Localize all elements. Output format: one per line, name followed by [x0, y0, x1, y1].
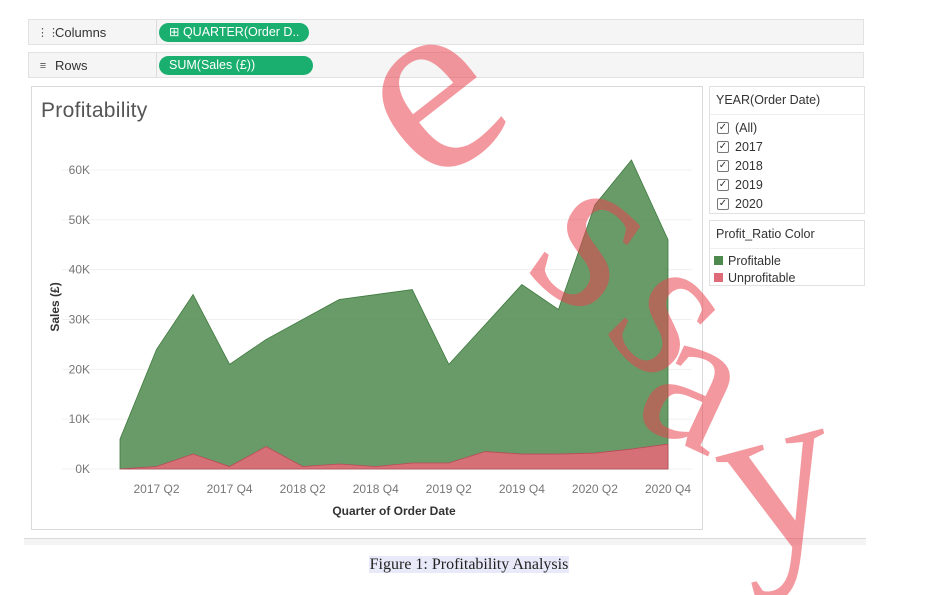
y-tick-label: 60K [69, 163, 90, 177]
x-tick-label: 2019 Q2 [426, 482, 472, 496]
data-point-unprofitable[interactable] [155, 465, 158, 468]
legend-item-profitable[interactable]: Profitable [710, 252, 864, 269]
rows-shelf[interactable]: ≡ Rows SUM(Sales (£)) [28, 52, 864, 78]
data-point-profitable[interactable] [630, 158, 633, 161]
x-tick-label: 2019 Q4 [499, 482, 545, 496]
data-point-unprofitable[interactable] [228, 465, 231, 468]
legend-title: Profit_Ratio Color [710, 221, 864, 249]
chart-view[interactable]: Profitability 0K 10K 20K 30K 40K 50K 60K 2017 Q… [31, 86, 703, 530]
figure-caption: Figure 1: Profitability Analysis [368, 556, 570, 573]
legend-list: Profitable Unprofitable [710, 249, 864, 286]
data-point-profitable[interactable] [667, 238, 670, 241]
data-point-unprofitable[interactable] [374, 465, 377, 468]
legend-swatch [714, 273, 723, 282]
sum-sales-pill[interactable]: SUM(Sales (£)) [159, 56, 313, 75]
data-point-profitable[interactable] [484, 323, 487, 326]
y-tick-label: 0K [75, 462, 90, 476]
x-tick-label: 2018 Q4 [353, 482, 399, 496]
filter-item-2018[interactable]: ✓ 2018 [710, 156, 864, 175]
area-unprofitable[interactable] [119, 443, 669, 470]
legend-swatch [714, 256, 723, 265]
filter-title: YEAR(Order Date) [710, 87, 864, 115]
checkbox-icon[interactable]: ✓ [717, 197, 729, 210]
x-tick-label: 2017 Q2 [134, 482, 180, 496]
area-profitable[interactable] [119, 159, 669, 470]
data-point-profitable[interactable] [119, 438, 122, 441]
data-point-profitable[interactable] [374, 293, 377, 296]
columns-shelf[interactable]: ⋮⋮ Columns ⊞ QUARTER(Order D.. [28, 19, 864, 45]
data-point-profitable[interactable] [411, 288, 414, 291]
x-tick-label: 2020 Q4 [645, 482, 691, 496]
data-point-unprofitable[interactable] [192, 453, 195, 456]
checkbox-icon[interactable]: ✓ [717, 178, 729, 191]
status-bar [24, 538, 866, 545]
filter-item-label: 2019 [735, 177, 763, 192]
data-point-unprofitable[interactable] [301, 465, 304, 468]
data-point-profitable[interactable] [520, 283, 523, 286]
columns-icon: ⋮⋮ [37, 27, 59, 39]
checkbox-icon[interactable]: ✓ [717, 159, 729, 172]
x-tick-label: 2018 Q2 [280, 482, 326, 496]
area-chart[interactable]: 0K 10K 20K 30K 40K 50K 60K 2017 Q2 2017 Q4 2018 Q… [32, 87, 702, 529]
x-tick-label: 2017 Q4 [207, 482, 253, 496]
columns-shelf-label: ⋮⋮ Columns [37, 25, 107, 40]
legend-item-label: Unprofitable [728, 270, 796, 285]
data-point-profitable[interactable] [155, 348, 158, 351]
rows-shelf-label: ≡ Rows [37, 58, 88, 73]
data-point-profitable[interactable] [338, 298, 341, 301]
data-point-unprofitable[interactable] [593, 452, 596, 455]
data-point-profitable[interactable] [593, 203, 596, 206]
y-tick-label: 50K [69, 213, 90, 227]
data-point-unprofitable[interactable] [447, 462, 450, 465]
quarter-order-date-pill[interactable]: ⊞ QUARTER(Order D.. [159, 23, 310, 42]
filter-item-all[interactable]: ✓ (All) [710, 118, 864, 137]
data-point-unprofitable[interactable] [484, 450, 487, 453]
checkbox-icon[interactable]: ✓ [717, 140, 729, 153]
x-axis-title: Quarter of Order Date [332, 504, 456, 518]
data-point-unprofitable[interactable] [338, 463, 341, 466]
filter-item-label: 2018 [735, 158, 763, 173]
data-point-profitable[interactable] [228, 363, 231, 366]
filter-item-2017[interactable]: ✓ 2017 [710, 137, 864, 156]
x-tick-label: 2020 Q2 [572, 482, 618, 496]
filter-item-label: 2020 [735, 196, 763, 211]
data-point-unprofitable[interactable] [411, 462, 414, 465]
data-point-unprofitable[interactable] [119, 468, 122, 471]
rows-icon: ≡ [39, 59, 47, 72]
y-tick-label: 30K [69, 312, 90, 326]
color-legend-card[interactable]: Profit_Ratio Color Profitable Unprofitabl… [709, 220, 865, 286]
filter-item-label: (All) [735, 120, 758, 135]
data-point-profitable[interactable] [192, 293, 195, 296]
checkbox-icon[interactable]: ✓ [717, 121, 729, 134]
legend-item-unprofitable[interactable]: Unprofitable [710, 269, 864, 286]
data-point-unprofitable[interactable] [557, 453, 560, 456]
data-point-profitable[interactable] [447, 363, 450, 366]
filter-list: ✓ (All) ✓ 2017 ✓ 2018 ✓ 2019 ✓ 2020 [710, 115, 864, 213]
data-point-unprofitable[interactable] [630, 448, 633, 451]
data-point-profitable[interactable] [265, 338, 268, 341]
data-point-unprofitable[interactable] [667, 443, 670, 446]
y-tick-label: 20K [69, 362, 90, 376]
y-axis-title: Sales (£) [48, 282, 62, 331]
data-point-unprofitable[interactable] [520, 453, 523, 456]
filter-item-label: 2017 [735, 139, 763, 154]
filter-item-2019[interactable]: ✓ 2019 [710, 175, 864, 194]
data-point-unprofitable[interactable] [265, 445, 268, 448]
legend-item-label: Profitable [728, 253, 781, 268]
shelf-divider [156, 53, 157, 77]
y-tick-label: 10K [69, 412, 90, 426]
data-point-profitable[interactable] [301, 318, 304, 321]
chart-title: Profitability [41, 99, 148, 122]
data-point-profitable[interactable] [557, 308, 560, 311]
y-tick-label: 40K [69, 263, 90, 277]
year-filter-card[interactable]: YEAR(Order Date) ✓ (All) ✓ 2017 ✓ 2018 ✓ 2019 ✓ 2… [709, 86, 865, 214]
filter-item-2020[interactable]: ✓ 2020 [710, 194, 864, 213]
shelf-divider [156, 20, 157, 44]
